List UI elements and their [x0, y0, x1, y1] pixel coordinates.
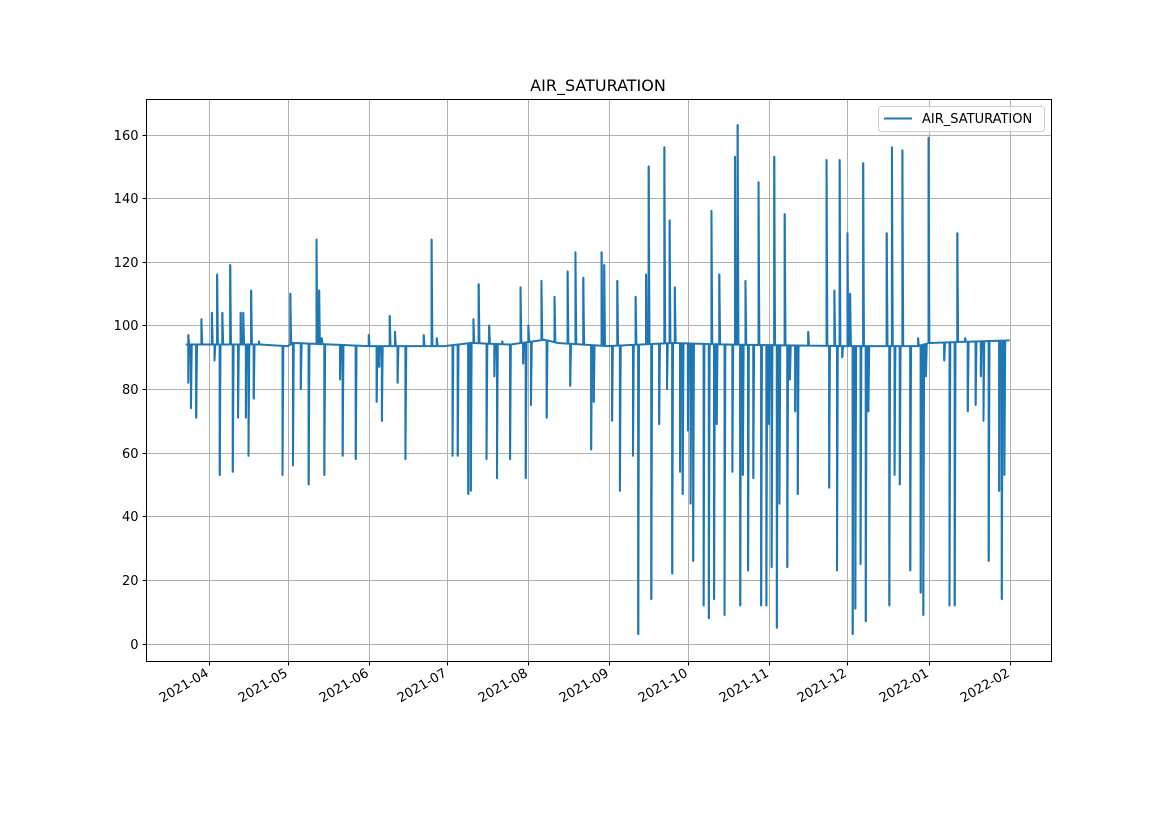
- y-tick-label: 120: [114, 256, 139, 271]
- y-tick-label: 100: [114, 319, 139, 334]
- y-tick-label: 40: [122, 510, 139, 525]
- chart-title: AIR_SATURATION: [530, 76, 666, 96]
- y-tick-label: 80: [122, 383, 139, 398]
- legend-label: AIR_SATURATION: [922, 112, 1032, 127]
- y-tick-label: 20: [122, 574, 139, 589]
- y-axis: 0 20 40 60 80 100 120 140 160: [114, 129, 147, 653]
- legend-box: [878, 106, 1045, 132]
- legend: AIR_SATURATION: [878, 106, 1045, 132]
- plot-area: [185, 123, 1010, 636]
- y-tick-label: 140: [114, 192, 139, 207]
- axes-frame: [146, 99, 1052, 662]
- y-tick-label: 60: [122, 447, 139, 462]
- grid: [146, 99, 1052, 662]
- y-tick-label: 160: [114, 129, 139, 144]
- y-tick-label: 0: [130, 638, 138, 653]
